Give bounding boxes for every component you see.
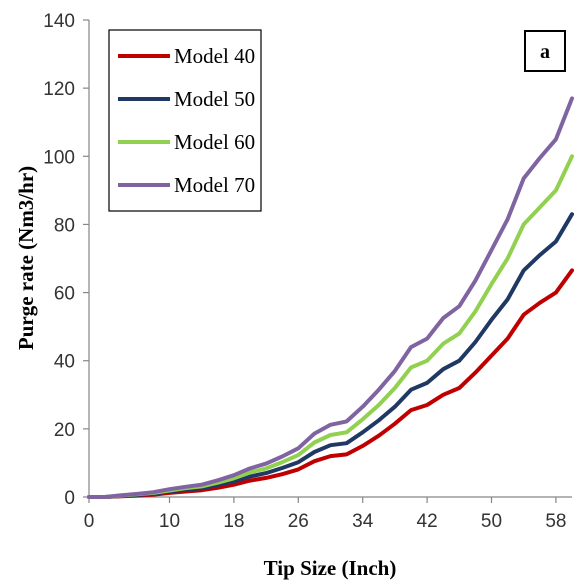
legend-label-model-50: Model 50	[174, 87, 255, 111]
legend-label-model-70: Model 70	[174, 173, 255, 197]
y-ticks: 0 20 40 60 80 100 120 140	[43, 11, 89, 509]
y-axis-title: Purge rate (Nm3/hr)	[14, 166, 38, 350]
legend-label-model-40: Model 40	[174, 44, 255, 68]
y-tick-label: 0	[64, 488, 75, 509]
x-axis-title: Tip Size (Inch)	[264, 556, 397, 580]
series-lines	[87, 96, 574, 499]
panel-label-box: a	[524, 30, 566, 72]
x-tick-label: 42	[417, 511, 438, 532]
x-tick-label: 50	[481, 511, 502, 532]
y-tick-label: 100	[43, 147, 75, 168]
x-tick-label: 58	[545, 511, 566, 532]
y-tick-label: 140	[43, 11, 75, 32]
plot-area: 0 20 40 60 80 100 120 140 0 10 18 26 34 42 50 58	[43, 11, 574, 532]
legend: Model 40 Model 50 Model 60 Model 70	[108, 29, 262, 212]
y-tick-label: 40	[54, 352, 75, 373]
y-tick-label: 80	[54, 215, 75, 236]
x-tick-label: 34	[352, 511, 374, 532]
y-tick-label: 60	[54, 284, 75, 305]
series-line-model-70	[87, 96, 574, 499]
x-ticks: 0 10 18 26 34 42 50 58	[84, 497, 566, 532]
x-tick-label: 0	[84, 511, 95, 532]
legend-items: Model 40 Model 50 Model 60 Model 70	[118, 44, 255, 197]
y-tick-label: 20	[54, 420, 75, 441]
legend-box	[108, 29, 262, 212]
series-line-model-40	[87, 268, 574, 499]
legend-label-model-60: Model 60	[174, 130, 255, 154]
y-tick-label: 120	[43, 79, 75, 100]
x-tick-label: 18	[223, 511, 244, 532]
panel-label: a	[540, 41, 550, 63]
x-tick-label: 26	[288, 511, 309, 532]
panel-label-frame	[524, 30, 566, 72]
x-tick-label: 10	[159, 511, 180, 532]
